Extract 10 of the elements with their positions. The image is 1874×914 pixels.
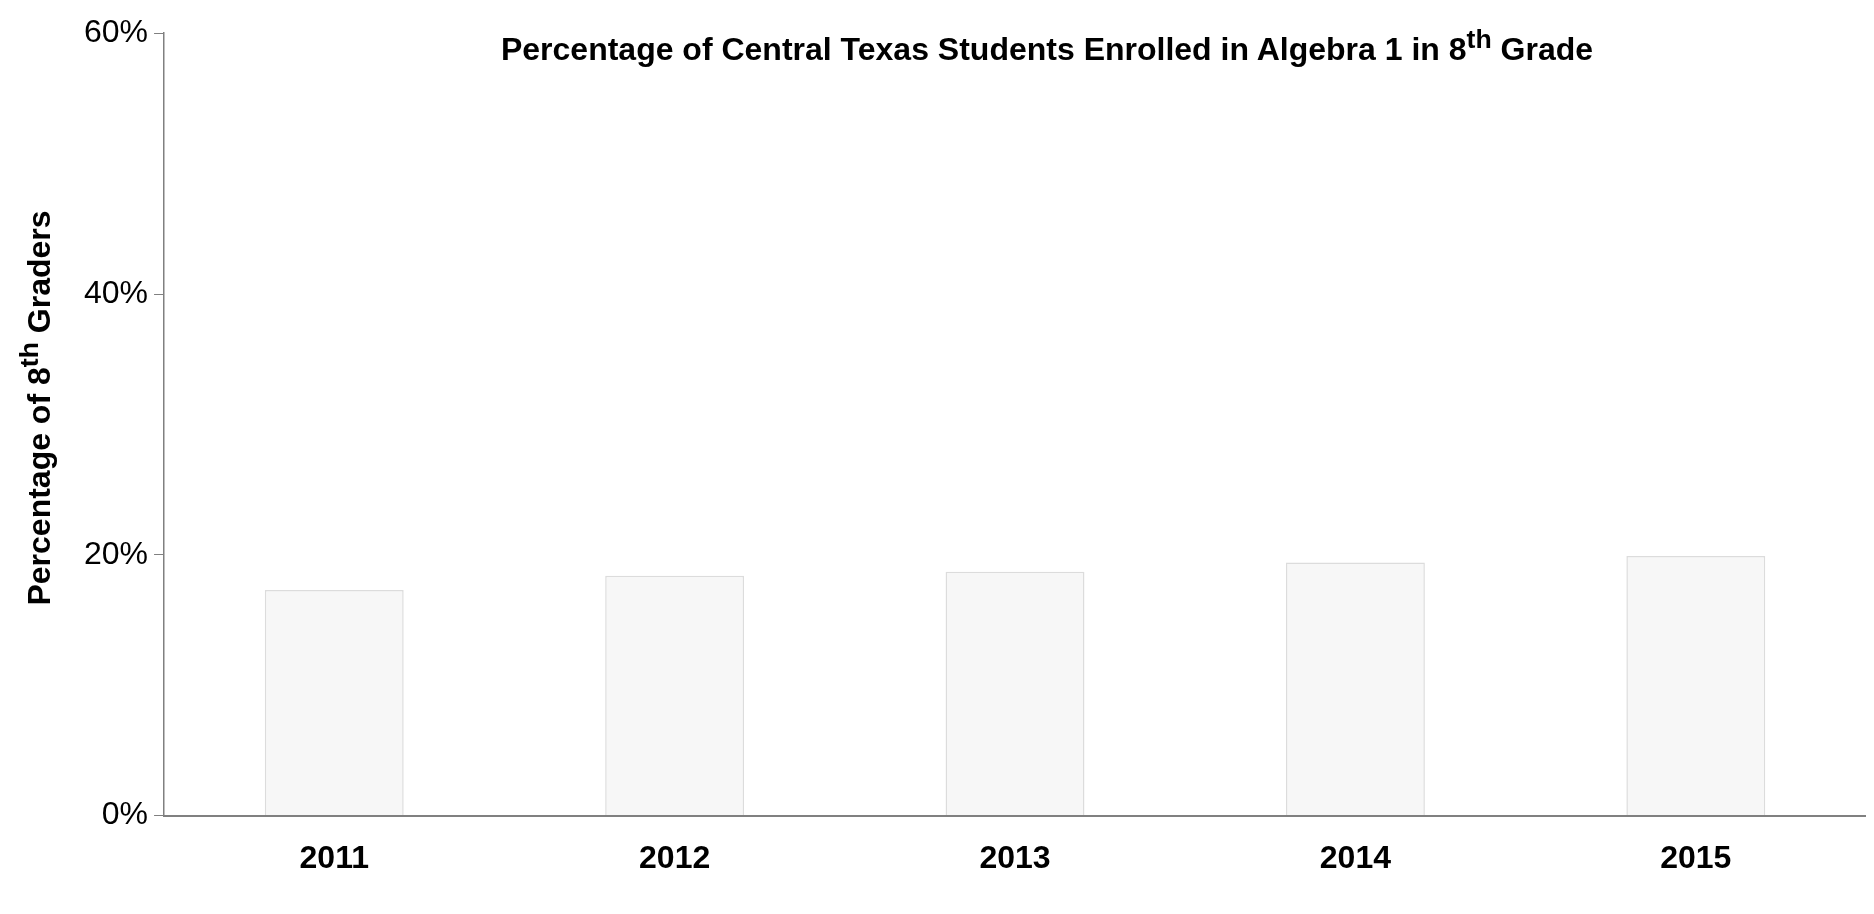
chart-title: Percentage of Central Texas Students Enrolled in Algebra 1 in 8$^{th}$ Grade	[499, 24, 1595, 68]
x-tick-label: 2014	[1319, 838, 1392, 875]
x-tick-label: 2015	[1660, 838, 1732, 875]
x-tick-label: 2013	[979, 838, 1051, 875]
y-tick-label: 20%	[84, 534, 149, 571]
y-tick-label: 0%	[101, 795, 149, 832]
y-tick-label: 40%	[84, 273, 149, 310]
x-tick-label: 2012	[639, 838, 711, 875]
x-tick-label: 2011	[299, 838, 369, 875]
y-tick-label: 60%	[84, 13, 149, 50]
